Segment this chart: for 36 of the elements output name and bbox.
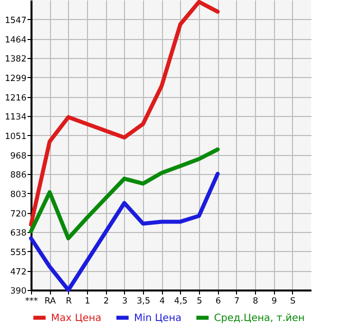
y-tick-label: 1382 [4, 54, 26, 64]
x-tick-label: 1 [84, 296, 90, 306]
x-tick-label: 3 [122, 296, 128, 306]
x-tick-label: 6 [215, 296, 221, 306]
y-tick-label: 1547 [4, 16, 26, 26]
x-tick-label: 7 [234, 296, 240, 306]
y-tick-label: 1051 [4, 132, 26, 142]
x-tick-label: 4 [159, 296, 165, 306]
x-tick-label: 2 [103, 296, 109, 306]
line-series [29, 0, 220, 227]
x-tick-label: 3,5 [136, 296, 150, 306]
y-tick-label: 1299 [4, 74, 26, 84]
line-series [29, 172, 220, 292]
x-tick-label: S [290, 296, 296, 306]
y-tick-label: 1464 [4, 35, 26, 46]
legend-label: Min Цена [134, 312, 182, 324]
legend-label: Сред.Цена, т.йен [214, 312, 305, 324]
y-tick-label: 555 [10, 248, 26, 258]
x-tick-label: 4,5 [174, 296, 188, 306]
y-tick-label: 472 [10, 267, 26, 278]
line-series [29, 147, 220, 240]
y-tick-label: 968 [10, 151, 26, 162]
x-tick-label: 8 [252, 296, 258, 306]
y-tick-label: 720 [10, 209, 26, 220]
y-tick-label: 390 [10, 286, 26, 296]
x-tick-label: R [66, 296, 72, 306]
x-tick-label: RA [44, 296, 56, 306]
y-tick-label: 886 [10, 170, 26, 180]
y-tick-label: 1134 [4, 112, 26, 122]
y-tick-label: 638 [10, 228, 26, 238]
y-tick-label: 803 [10, 190, 26, 200]
y-tick-label: 1216 [4, 93, 26, 104]
x-tick-label: 5 [196, 296, 202, 306]
x-tick-label: *** [25, 296, 38, 306]
x-tick-label: 9 [271, 296, 277, 306]
legend-label: Max Цена [51, 312, 102, 324]
